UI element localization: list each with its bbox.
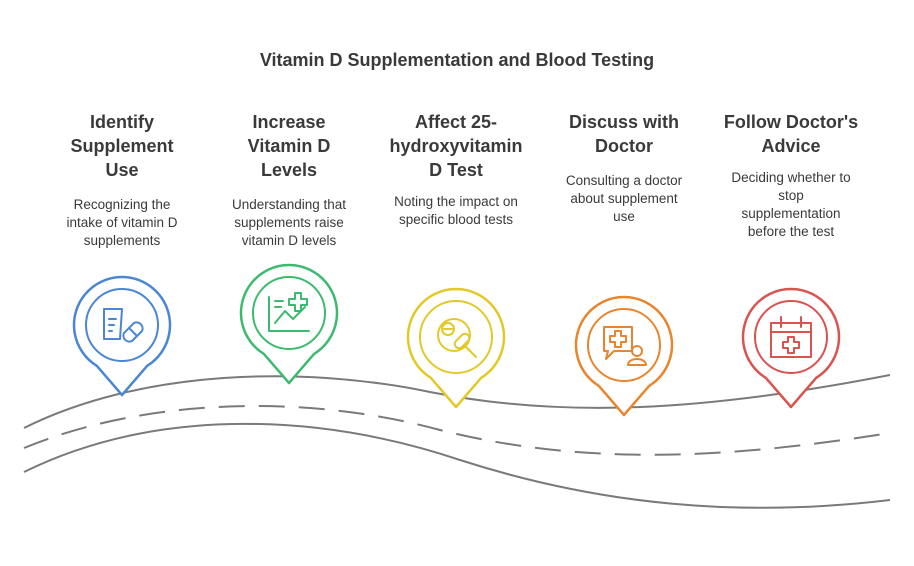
step-title: Identify Supplement Use (47, 110, 197, 182)
health-chart-icon (268, 292, 310, 332)
step-title-line: Identify (89, 112, 154, 132)
step-description-line: stop (778, 188, 804, 203)
step-description-line: Recognizing the (73, 197, 171, 212)
step-title-line: Advice (761, 136, 821, 156)
step-pin-marker (72, 275, 172, 397)
step-pin-marker (574, 295, 674, 417)
diagram-title: Vitamin D Supplementation and Blood Test… (259, 50, 655, 70)
step-description-line: specific blood tests (398, 212, 514, 227)
step-description: Understanding that supplements raise vitam… (214, 196, 364, 250)
step-title-line: Supplement (70, 136, 174, 156)
step-description-line: Understanding that (231, 197, 347, 212)
step-description: Recognizing the intake of vitamin D supple… (47, 196, 197, 250)
step-pin-marker (406, 287, 506, 409)
road-top-edge (23, 374, 891, 429)
step-title-line: Increase (252, 112, 326, 132)
step-title-line: Follow Doctor's (723, 112, 859, 132)
step-description-line: Deciding whether to (731, 170, 851, 185)
step-title-line: Levels (260, 160, 318, 180)
step-title: Affect 25- hydroxyvitamin D Test (381, 110, 531, 182)
step-description-line: supplements (83, 233, 161, 248)
step-pin-marker (741, 287, 841, 409)
pill-prescription-icon (103, 308, 144, 343)
step-title-line: D Test (429, 160, 483, 180)
step-description-line: supplements raise (234, 215, 344, 230)
step-title: Follow Doctor's Advice (716, 110, 866, 158)
step-title-line: Affect 25- (414, 112, 498, 132)
road-center-line (23, 405, 891, 456)
step-description-line: supplementation (741, 206, 841, 221)
step-description-line: use (613, 209, 635, 224)
step-description-line: Consulting a doctor (565, 173, 683, 188)
medical-calendar-icon (770, 316, 812, 358)
step-title-line: Doctor (595, 136, 653, 156)
step-title-line: hydroxyvitamin (389, 136, 523, 156)
step-description: Noting the impact on specific blood tests (381, 193, 531, 229)
road-bottom-edge (23, 422, 891, 509)
step-description: Consulting a doctor about supplement use (549, 172, 699, 226)
step-title-line: Use (105, 160, 139, 180)
step-description-line: Noting the impact on (394, 194, 518, 209)
step-description-line: intake of vitamin D (66, 215, 178, 230)
step-pin-marker (239, 263, 339, 385)
magnifier-pill-icon (437, 318, 477, 358)
step-description: Deciding whether to stop supplementation be… (716, 169, 866, 241)
step-description-line: about supplement (570, 191, 678, 206)
step-title-line: Discuss with (568, 112, 680, 132)
step-title: Increase Vitamin D Levels (214, 110, 364, 182)
step-title-line: Vitamin D (247, 136, 331, 156)
step-description-line: vitamin D levels (241, 233, 337, 248)
doctor-consult-icon (603, 326, 647, 366)
step-description-line: before the test (747, 224, 835, 239)
step-title: Discuss with Doctor (549, 110, 699, 158)
